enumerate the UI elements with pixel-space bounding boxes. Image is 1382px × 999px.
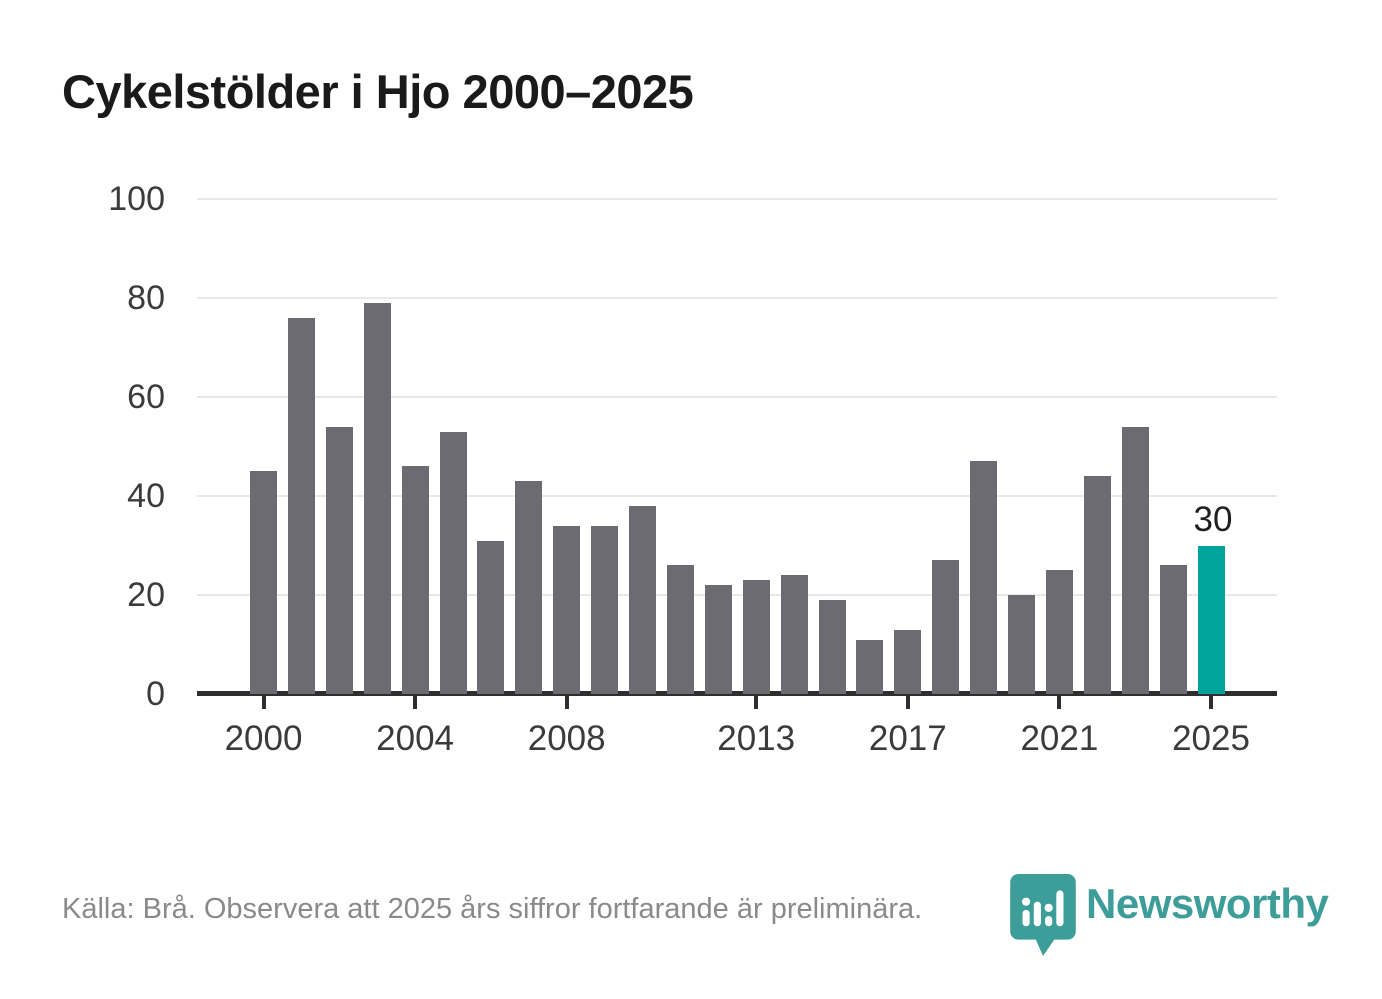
x-axis-label-2021: 2021: [1020, 719, 1099, 758]
y-axis-label-80: 80: [127, 279, 165, 317]
gridline-100: [197, 198, 1277, 200]
newsworthy-logo: Newsworthy: [1010, 874, 1329, 956]
page-title: Cykelstölder i Hjo 2000–2025: [62, 65, 694, 118]
bar-2017: [894, 629, 922, 694]
x-tick-2008: [564, 696, 569, 709]
y-axis-label-20: 20: [127, 576, 165, 614]
bar-2018: [932, 560, 960, 694]
bar-2023: [1121, 426, 1149, 694]
y-axis-label-0: 0: [146, 675, 165, 713]
x-tick-2000: [261, 696, 266, 709]
x-tick-2017: [905, 696, 910, 709]
y-axis-label-60: 60: [127, 378, 165, 416]
x-tick-2013: [754, 696, 759, 709]
bar-2003: [363, 302, 391, 694]
bar-2010: [629, 505, 656, 694]
bar-2009: [591, 525, 619, 694]
x-axis-label-2025: 2025: [1172, 719, 1250, 758]
plot-area: 30 2000 2004 2008 2013 2017 2021 2025: [197, 198, 1277, 758]
x-axis-line: [197, 691, 1277, 696]
x-axis-label-2017: 2017: [868, 719, 947, 758]
bar-2024: [1159, 565, 1187, 694]
bar-2001: [287, 317, 315, 694]
bar-2007: [515, 481, 543, 694]
source-note: Källa: Brå. Observera att 2025 års siffr…: [62, 893, 923, 925]
gridline-60: [197, 396, 1277, 398]
bar-2005: [439, 431, 467, 694]
gridline-20: [197, 594, 1277, 596]
gridline-80: [197, 297, 1277, 299]
bar-2019: [970, 461, 998, 694]
x-axis-label-2000: 2000: [224, 719, 303, 758]
bar-2012: [704, 585, 732, 694]
x-axis-label-2004: 2004: [376, 719, 455, 758]
newsworthy-pin-bar-chart-icon: [1010, 874, 1076, 956]
bar-2016: [856, 639, 884, 694]
bar-2000: [250, 471, 277, 694]
x-tick-2025: [1209, 696, 1213, 709]
bar-chart: 30 2000 2004 2008 2013 2017 2021 2025 0 20 40 60 8…: [0, 181, 1382, 779]
gridline-40: [197, 495, 1277, 497]
bar-value-label: 30: [1193, 499, 1233, 539]
x-tick-2004: [413, 696, 418, 709]
logo-wordmark: Newsworthy: [1086, 880, 1329, 927]
bar-2004: [401, 466, 429, 694]
y-axis-label-40: 40: [127, 477, 165, 515]
bar-2014: [780, 575, 808, 694]
bar-2006: [477, 540, 505, 694]
bar-2008: [553, 525, 581, 694]
bar-2002: [325, 426, 353, 694]
bar-2011: [666, 565, 694, 694]
bar-2015: [818, 599, 846, 694]
x-axis-label-2008: 2008: [527, 719, 606, 758]
bar-2021: [1045, 570, 1073, 694]
bar-2022: [1083, 476, 1111, 694]
bar-2020: [1008, 595, 1035, 694]
x-tick-2021: [1057, 696, 1062, 709]
bar-2013: [742, 580, 770, 694]
y-axis-label-100: 100: [108, 180, 165, 218]
x-axis-label-2013: 2013: [717, 719, 796, 758]
bar-2025: [1197, 545, 1225, 694]
